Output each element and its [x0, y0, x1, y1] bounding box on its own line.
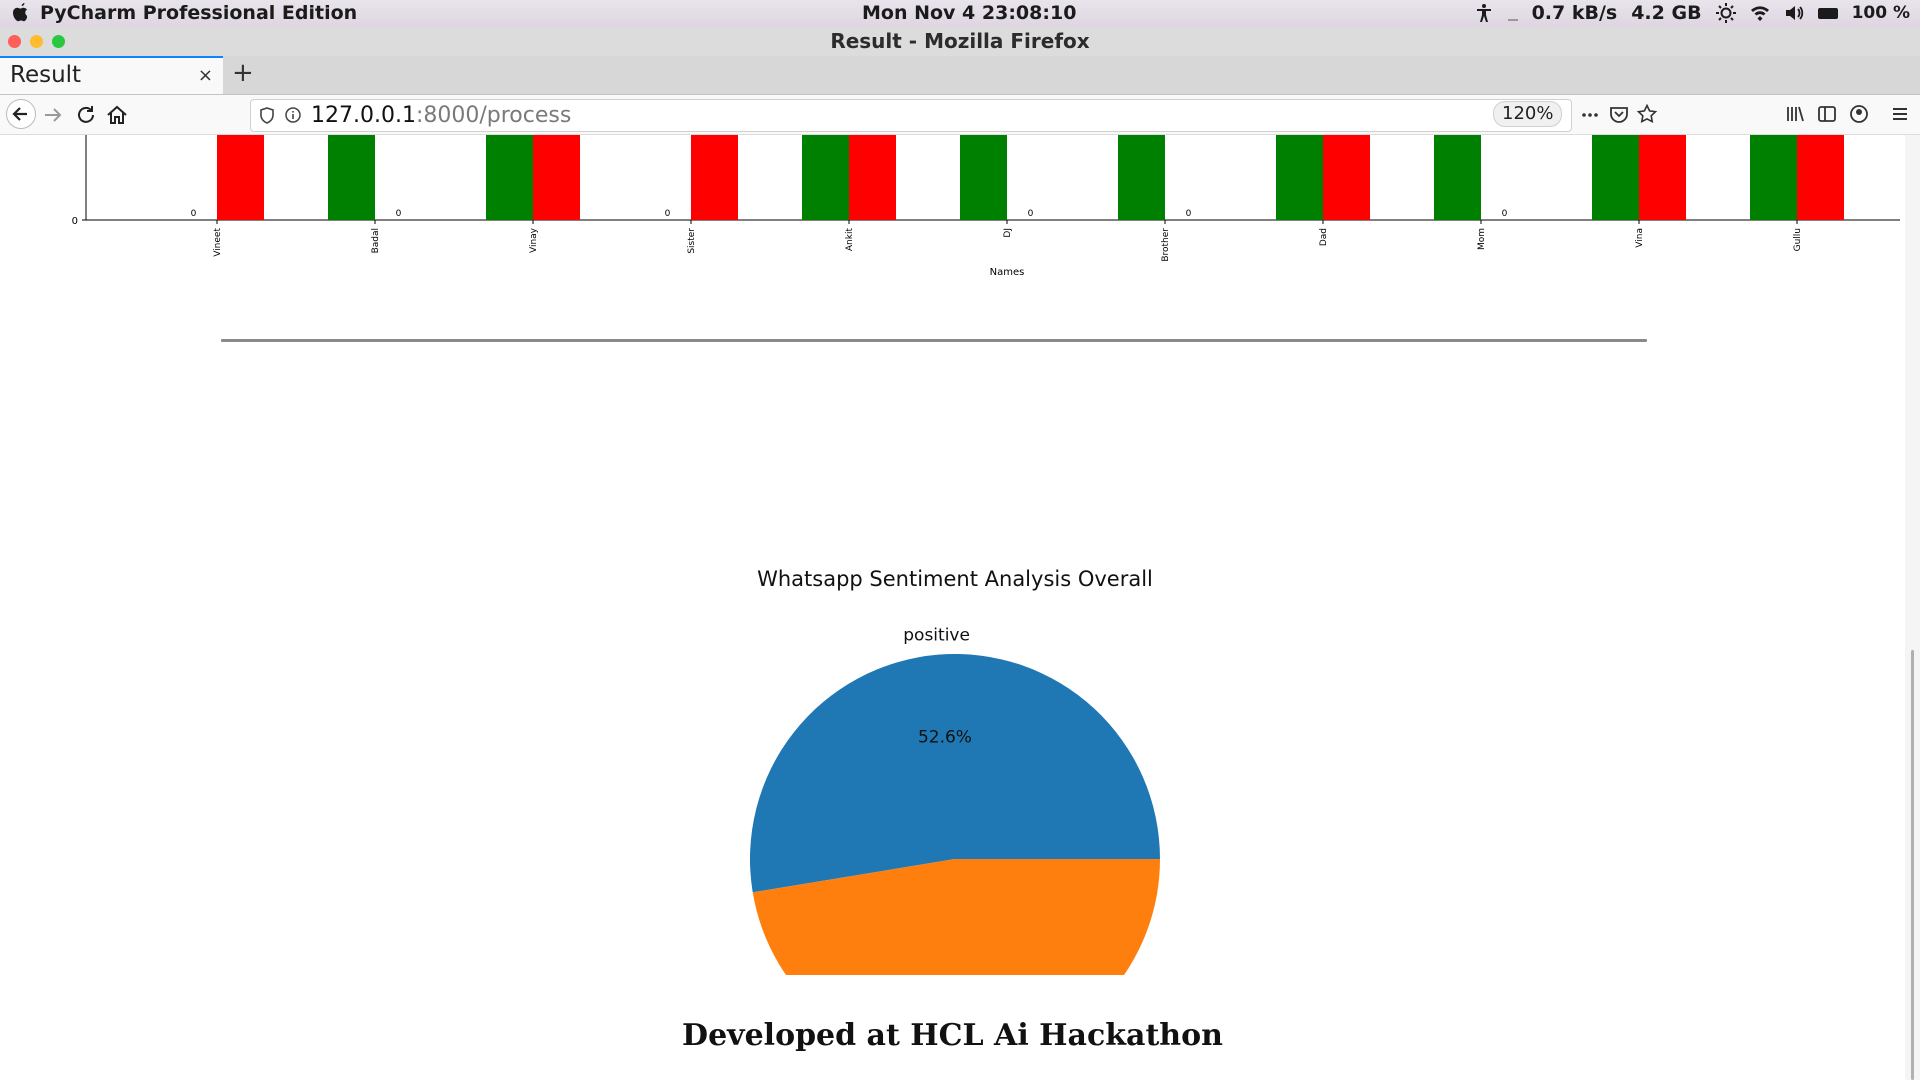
- bar-zero-label: 0: [191, 209, 197, 219]
- page-scrollbar[interactable]: [1905, 135, 1920, 1080]
- menubar-status-area: 0.7 kB/s 4.2 GB 100 %: [1474, 2, 1910, 24]
- bar-zero-label: 0: [1028, 209, 1034, 219]
- bar-zero-label: 0: [1502, 209, 1508, 219]
- url-host: 127.0.0.1: [311, 103, 416, 128]
- window-controls: [8, 35, 65, 48]
- bar-mom-series-0: [1434, 135, 1481, 220]
- pie-slice-positive: [750, 654, 1160, 893]
- pie-chart: Whatsapp Sentiment Analysis Overall 52.6…: [750, 567, 1160, 975]
- library-icon[interactable]: [1785, 104, 1805, 124]
- network-graph-icon: [1507, 5, 1518, 21]
- sidebar-toggle-icon[interactable]: [1817, 104, 1837, 124]
- bar-marks: 0 Vineet 0 Badal Vinay 0 Sister Ankit 0 DJ 0 Brothe…: [191, 135, 1844, 262]
- tab-result[interactable]: Result ×: [0, 56, 223, 94]
- tab-label: Result: [10, 62, 82, 88]
- close-tab-icon[interactable]: ×: [197, 65, 213, 86]
- url-bar[interactable]: 127.0.0.1:8000/process: [250, 99, 1572, 132]
- wifi-icon[interactable]: [1750, 3, 1770, 23]
- apple-logo-icon[interactable]: [12, 3, 30, 23]
- tab-strip: Result × +: [0, 56, 1920, 95]
- network-speed: 0.7 kB/s: [1531, 2, 1618, 24]
- y-tick-label: 0: [72, 216, 78, 227]
- menubar-clock[interactable]: Mon Nov 4 23:08:10: [862, 2, 1077, 24]
- reload-icon[interactable]: [74, 103, 98, 127]
- battery-icon[interactable]: [1817, 7, 1838, 19]
- bar-ankit-series-1: [849, 135, 896, 220]
- bar-ankit-series-0: [802, 135, 849, 220]
- forward-button[interactable]: [41, 103, 65, 127]
- window-title: Result - Mozilla Firefox: [830, 29, 1090, 53]
- pie-percent-label: 47.4%: [938, 973, 992, 975]
- tracking-shield-icon[interactable]: [259, 107, 275, 124]
- hamburger-menu-icon[interactable]: [1890, 104, 1910, 124]
- back-button[interactable]: [6, 99, 36, 129]
- bar-gullu-series-0: [1750, 135, 1797, 220]
- bar-vina-series-1: [1639, 135, 1686, 220]
- bar-chart: 0 0 Vineet 0 Badal Vinay 0 Sister Ankit 0 DJ 0 Brot…: [72, 135, 1900, 278]
- bar-zero-label: 0: [665, 209, 671, 219]
- site-info-icon[interactable]: [285, 107, 301, 123]
- url-text[interactable]: 127.0.0.1:8000/process: [311, 103, 571, 128]
- section-divider: [221, 339, 1647, 342]
- bar-gullu-series-1: [1797, 135, 1844, 220]
- x-tick-label: Vineet: [213, 228, 223, 257]
- maximize-window-button[interactable]: [52, 35, 65, 48]
- memory-usage: 4.2 GB: [1631, 2, 1702, 24]
- pocket-icon[interactable]: [1609, 104, 1629, 124]
- pie-chart-title: Whatsapp Sentiment Analysis Overall: [757, 567, 1153, 591]
- x-tick-label: Badal: [371, 228, 381, 253]
- bookmark-star-icon[interactable]: [1637, 104, 1657, 124]
- window-titlebar: Result - Mozilla Firefox: [0, 27, 1920, 56]
- minimize-window-button[interactable]: [30, 35, 43, 48]
- account-icon[interactable]: [1849, 104, 1869, 124]
- system-menubar: PyCharm Professional Edition Mon Nov 4 2…: [0, 0, 1920, 27]
- page-actions-icon[interactable]: [1580, 105, 1600, 125]
- x-tick-label: Sister: [687, 228, 697, 254]
- active-app-name[interactable]: PyCharm Professional Edition: [40, 2, 358, 24]
- footer-credit: Developed at HCL Ai Hackathon: [682, 1018, 1223, 1053]
- pie-category-label: positive: [903, 625, 970, 645]
- bar-vineet-series-1: [217, 135, 264, 220]
- x-tick-label: Vinay: [529, 227, 539, 253]
- accessibility-icon[interactable]: [1474, 3, 1494, 23]
- x-tick-label: Mom: [1477, 228, 1487, 250]
- arrow-left-icon: [12, 107, 27, 121]
- bar-dj-series-0: [960, 135, 1007, 220]
- bar-vinay-series-1: [533, 135, 580, 220]
- bar-vina-series-0: [1592, 135, 1639, 220]
- x-tick-label: Brother: [1161, 228, 1171, 262]
- x-tick-label: Ankit: [845, 228, 855, 252]
- navigation-toolbar: 127.0.0.1:8000/process 120%: [0, 95, 1920, 135]
- scrollbar-thumb[interactable]: [1911, 650, 1914, 1080]
- x-tick-label: Gullu: [1793, 228, 1803, 251]
- x-tick-label: Vina: [1635, 228, 1645, 248]
- bar-sister-series-1: [691, 135, 738, 220]
- bar-zero-label: 0: [396, 209, 402, 219]
- brightness-icon[interactable]: [1715, 3, 1736, 23]
- x-axis-label: Names: [990, 267, 1025, 278]
- home-icon[interactable]: [105, 103, 129, 127]
- close-window-button[interactable]: [8, 35, 21, 48]
- volume-icon[interactable]: [1784, 3, 1804, 23]
- x-tick-label: Dad: [1319, 228, 1329, 246]
- page-content: 0 0 Vineet 0 Badal Vinay 0 Sister Ankit 0 DJ 0 Brot…: [0, 135, 1905, 1080]
- pie-slice-negative: [752, 859, 1160, 975]
- bar-badal-series-0: [328, 135, 375, 220]
- pie-percent-label: 52.6%: [918, 727, 972, 747]
- new-tab-button[interactable]: +: [232, 58, 254, 88]
- battery-level[interactable]: 100 %: [1851, 3, 1910, 23]
- zoom-level-button[interactable]: 120%: [1493, 101, 1563, 127]
- bar-vinay-series-0: [486, 135, 533, 220]
- x-tick-label: DJ: [1003, 228, 1013, 238]
- bar-zero-label: 0: [1186, 209, 1192, 219]
- bar-dad-series-0: [1276, 135, 1323, 220]
- pie-slices: 52.6%positive47.4%negative: [750, 625, 1160, 975]
- bar-dad-series-1: [1323, 135, 1370, 220]
- url-path: :8000/process: [415, 103, 572, 128]
- bar-brother-series-0: [1118, 135, 1165, 220]
